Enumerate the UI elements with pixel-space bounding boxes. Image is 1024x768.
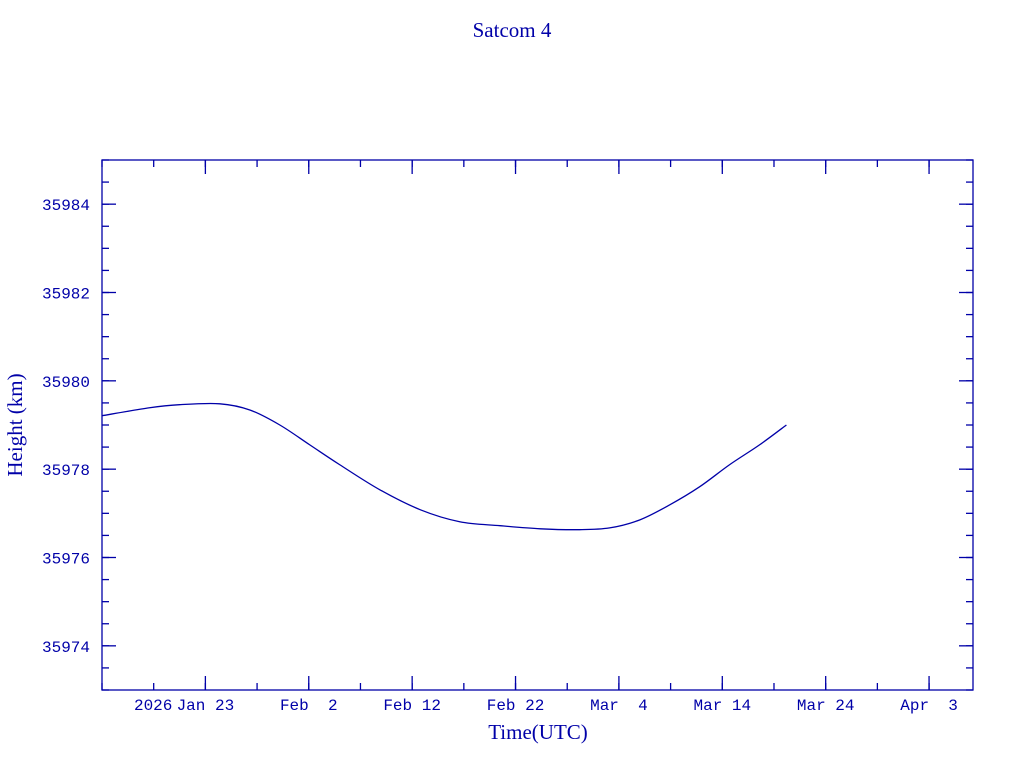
y-tick-label: 35982	[42, 286, 90, 304]
y-tick-label: 35984	[42, 197, 90, 215]
chart-title: Satcom 4	[473, 18, 552, 42]
y-tick-label: 35976	[42, 551, 90, 569]
y-tick-label: 35978	[42, 462, 90, 480]
x-axis-label: Time(UTC)	[488, 720, 588, 744]
x-tick-label: Mar 4	[590, 697, 648, 715]
x-tick-label: Jan 23	[177, 697, 235, 715]
x-tick-label: Apr 3	[900, 697, 958, 715]
x-tick-label: Mar 14	[693, 697, 751, 715]
x-year-label: 2026	[134, 697, 172, 715]
x-tick-label: Mar 24	[797, 697, 855, 715]
x-tick-label: Feb 22	[487, 697, 545, 715]
x-tick-label: Feb 2	[280, 697, 338, 715]
y-axis-label: Height (km)	[3, 373, 27, 476]
y-tick-label: 35980	[42, 374, 90, 392]
y-tick-label: 35974	[42, 639, 90, 657]
series-line	[101, 402, 787, 531]
plot-frame	[101, 159, 974, 691]
x-tick-label: Feb 12	[383, 697, 441, 715]
